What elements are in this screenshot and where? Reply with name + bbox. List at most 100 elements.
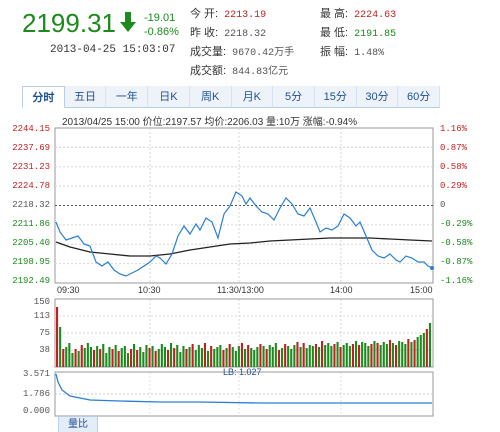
volume-bars	[56, 307, 431, 367]
volume-bar	[299, 347, 302, 367]
volume-bar	[314, 344, 317, 367]
timestamp: 2013-04-25 15:03:07	[50, 44, 176, 56]
volume-bar	[247, 345, 250, 367]
tab-15min[interactable]: 15分	[315, 86, 357, 108]
volume-bar	[370, 344, 373, 367]
volume-bar	[213, 349, 216, 367]
volume-bar	[367, 346, 370, 367]
volume-bar	[271, 347, 274, 367]
volume-ratio-readout: LB: 1.027	[223, 367, 262, 377]
volume-bar	[93, 350, 96, 367]
volume-bar	[274, 343, 277, 367]
volume-bar	[398, 341, 401, 367]
volume-bar	[296, 342, 299, 367]
volume-bar	[324, 345, 327, 367]
volume-bar	[268, 345, 271, 367]
down-arrow-icon	[120, 12, 136, 32]
volume-bar	[163, 347, 166, 367]
volume-bar	[250, 348, 253, 367]
volume-bar	[151, 346, 154, 367]
price-axis-label: 2198.95	[12, 257, 50, 267]
volume-bar	[385, 344, 388, 367]
volume-bar	[194, 350, 197, 367]
volume-bar	[382, 342, 385, 367]
volume-bar	[318, 347, 321, 367]
volume-bar	[330, 346, 333, 367]
percent-axis-label: 0.29%	[440, 181, 468, 191]
chart-tabs: 分时 五日 一年 日K 周K 月K 5分 15分 30分 60分	[22, 86, 441, 108]
stat-label: 最 高:	[320, 8, 349, 20]
volume-bar	[327, 343, 330, 367]
stat-label: 最 低:	[320, 27, 349, 39]
volume-bar	[293, 345, 296, 367]
stat-value: 1.48%	[354, 48, 385, 59]
percent-axis-label: 0.87%	[440, 143, 468, 153]
volume-ratio-line	[55, 373, 432, 404]
volume-bar	[120, 348, 123, 367]
volume-bar	[407, 339, 410, 367]
current-price: 2199.31	[22, 8, 116, 38]
tab-5min[interactable]: 5分	[273, 86, 315, 108]
tab-60min[interactable]: 60分	[398, 86, 441, 108]
price-axis-label: 2218.32	[12, 200, 50, 210]
stat-value: 2224.63	[354, 10, 397, 21]
volume-bar	[321, 341, 324, 367]
volume-bar	[59, 327, 62, 367]
volume-bar	[228, 344, 231, 367]
volume-bar	[404, 344, 407, 367]
volume-bar	[111, 349, 114, 367]
time-axis-label: 15:00	[410, 285, 433, 295]
tab-weekly-k[interactable]: 周K	[190, 86, 232, 108]
tab-intraday[interactable]: 分时	[22, 86, 65, 108]
percent-axis-label: -1.16%	[440, 276, 473, 286]
tab-monthly-k[interactable]: 月K	[232, 86, 274, 108]
percent-axis-label: -0.87%	[440, 257, 473, 267]
volume-bar	[373, 341, 376, 367]
stat-high: 最 高: 2224.63	[320, 5, 396, 21]
volume-bar	[207, 351, 210, 367]
volume-axis-label: 113	[33, 311, 50, 321]
volume-bar	[154, 351, 157, 367]
volume-bar	[99, 349, 102, 367]
price-line	[55, 191, 433, 277]
stat-label: 振 幅:	[320, 46, 349, 58]
volume-bar	[244, 349, 247, 367]
volume-bar	[200, 348, 203, 367]
time-axis-label: 11:30/13:00	[217, 285, 264, 295]
stat-value: 844.83亿元	[232, 67, 289, 78]
price-axis-label: 2224.78	[12, 181, 50, 191]
volume-bar	[139, 347, 142, 367]
volume-bar	[416, 337, 419, 367]
volume-bar	[358, 345, 361, 367]
volume-bar	[197, 345, 200, 367]
volume-bar	[96, 346, 99, 367]
volume-bar	[77, 351, 80, 367]
volume-bar	[391, 343, 394, 367]
volume-bar	[130, 349, 133, 367]
volume-bar	[290, 349, 293, 367]
tab-five-day[interactable]: 五日	[65, 86, 107, 108]
volume-bar	[410, 342, 413, 367]
price-axis-label: 2192.49	[12, 276, 50, 286]
volume-axis-label: 75	[39, 328, 50, 338]
tab-daily-k[interactable]: 日K	[148, 86, 190, 108]
volume-bar	[126, 353, 129, 367]
time-axis-label: 10:30	[138, 285, 161, 295]
volume-bar	[284, 344, 287, 367]
stat-low: 最 低: 2191.85	[320, 24, 396, 40]
volume-bar	[114, 345, 117, 367]
volume-bar	[105, 353, 108, 367]
volume-bar	[305, 348, 308, 367]
volume-bar	[123, 346, 126, 367]
volume-bar	[231, 347, 234, 367]
volume-bar	[145, 345, 148, 367]
stat-label: 成交额:	[190, 65, 227, 77]
volume-bar	[262, 346, 265, 367]
tab-one-year[interactable]: 一年	[106, 86, 149, 108]
volume-bar	[413, 340, 416, 367]
stat-value: 2218.32	[224, 29, 267, 40]
tab-volume-ratio[interactable]: 量比	[58, 416, 98, 432]
volume-bar	[170, 343, 173, 367]
tab-30min[interactable]: 30分	[357, 86, 399, 108]
